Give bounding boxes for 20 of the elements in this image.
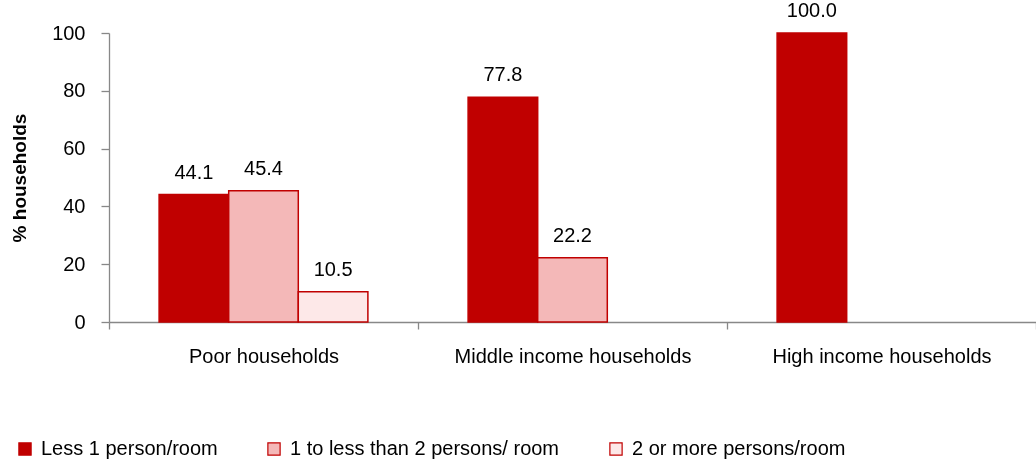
data-label: 100.0 [786,0,837,21]
y-tick-label: 100 [52,21,86,44]
data-label: 22.2 [553,223,592,246]
y-tick-label: 0 [74,310,86,333]
legend-label: 1 to less than 2 persons/ room [290,437,560,459]
y-tick-label: 20 [63,252,86,275]
data-label: 44.1 [174,160,214,183]
data-label: 77.8 [483,63,523,86]
y-tick-label: 60 [63,137,86,160]
y-tick-label: 80 [63,79,86,102]
legend-label: Less 1 person/room [41,437,218,459]
data-label: 10.5 [313,257,353,280]
y-tick-label: 40 [63,194,86,217]
x-tick-label: Poor households [188,344,340,367]
x-tick-label: Middle income households [454,344,692,367]
y-axis-title: % households [9,113,31,243]
legend-label: 2 or more persons/room [632,437,846,459]
bar [776,32,848,323]
x-tick-label: High income households [772,344,992,367]
data-label: 45.4 [244,156,283,179]
